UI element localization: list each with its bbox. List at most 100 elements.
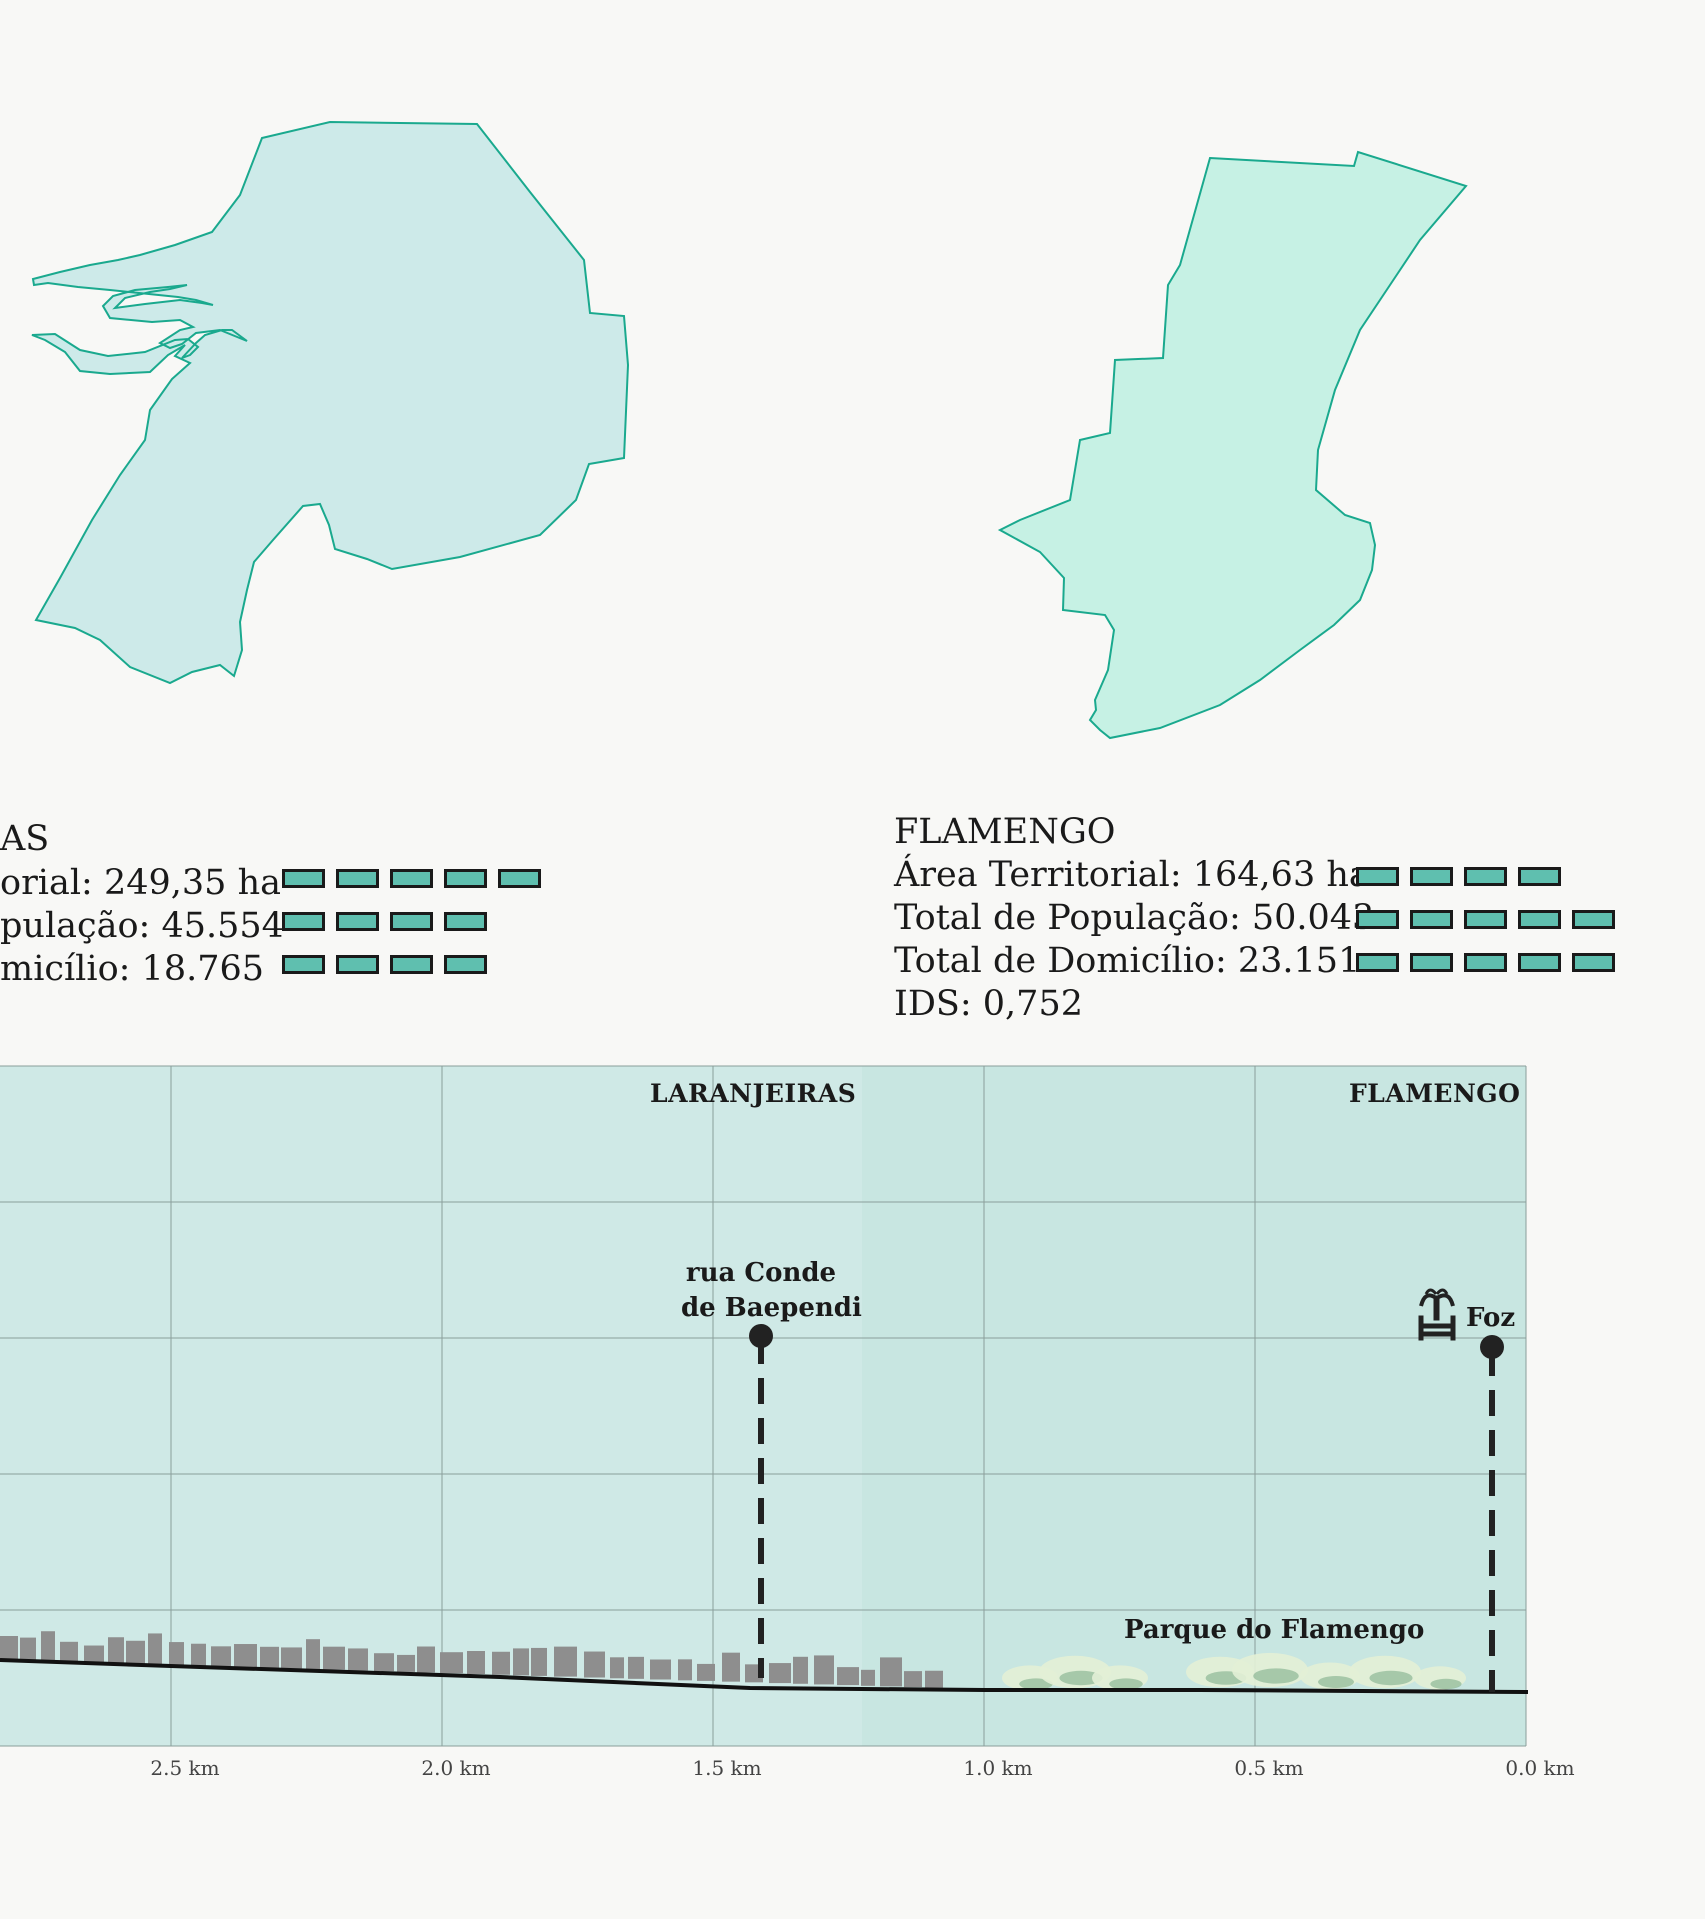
indicator-block xyxy=(1464,953,1507,972)
building xyxy=(20,1637,36,1661)
indicator-block xyxy=(1410,910,1453,929)
indicator-block xyxy=(390,912,433,931)
building xyxy=(169,1642,184,1666)
building xyxy=(108,1637,124,1664)
building xyxy=(793,1656,808,1684)
building xyxy=(374,1653,394,1672)
building xyxy=(650,1659,671,1680)
marker-label-line2: de Baependi xyxy=(681,1293,862,1324)
tree-shadow xyxy=(1430,1678,1462,1690)
flamengo-title: FLAMENGO xyxy=(894,812,1116,852)
tree-shadow xyxy=(1318,1676,1354,1688)
indicator-block xyxy=(444,869,487,888)
indicator-block xyxy=(1356,953,1399,972)
chart-grid xyxy=(0,1065,1527,1747)
building xyxy=(628,1656,644,1679)
marker-label-conde-baependi: rua Conde de Baependi xyxy=(681,1256,862,1326)
x-tick-label: 0.5 km xyxy=(1234,1756,1304,1780)
park-vegetation xyxy=(1002,1652,1466,1691)
indicator-block xyxy=(282,955,325,974)
marker-label-foz: Foz xyxy=(1466,1303,1516,1333)
flamengo-households-blocks xyxy=(1356,953,1615,972)
building xyxy=(281,1647,302,1669)
building xyxy=(126,1640,145,1664)
elevation-profile-chart xyxy=(0,1065,1529,1747)
laranjeiras-population-blocks xyxy=(282,912,487,931)
laranjeiras-area: orial: 249,35 ha xyxy=(0,863,281,903)
flamengo-population: Total de População: 50.043 xyxy=(894,898,1375,938)
tree-shadow xyxy=(1369,1670,1413,1686)
tree-shadow xyxy=(1109,1678,1143,1690)
x-tick-label: 1.5 km xyxy=(692,1756,762,1780)
laranjeiras-households-blocks xyxy=(282,955,487,974)
flamengo-area: Área Territorial: 164,63 ha xyxy=(894,855,1370,895)
indicator-block xyxy=(390,955,433,974)
flamengo-population-blocks xyxy=(1356,910,1615,929)
x-tick-label: 2.0 km xyxy=(421,1756,491,1780)
x-tick-label: 1.0 km xyxy=(963,1756,1033,1780)
neighborhood-maps xyxy=(31,120,1468,740)
building xyxy=(880,1657,902,1687)
indicator-block xyxy=(336,955,379,974)
flamengo-ids: IDS: 0,752 xyxy=(894,984,1083,1024)
flamengo-zone-background xyxy=(862,1066,1526,1746)
building xyxy=(610,1657,624,1679)
x-tick-label: 0.0 km xyxy=(1505,1756,1575,1780)
marker-label-line1: rua Conde xyxy=(685,1258,837,1288)
x-tick-label: 2.5 km xyxy=(150,1756,220,1780)
annotation-parque-do-flamengo: Parque do Flamengo xyxy=(1124,1615,1425,1645)
indicator-block xyxy=(282,869,325,888)
indicator-block xyxy=(1464,910,1507,929)
tree-shadow xyxy=(1059,1670,1103,1686)
indicator-block xyxy=(444,912,487,931)
tree-shadow xyxy=(1253,1668,1299,1684)
building xyxy=(678,1659,692,1681)
building xyxy=(306,1639,320,1670)
indicator-block xyxy=(1464,867,1507,886)
region-label-laranjeiras: LARANJEIRAS xyxy=(650,1079,857,1108)
indicator-block xyxy=(1410,953,1453,972)
ground-profile-line xyxy=(0,1658,1529,1694)
building xyxy=(440,1652,463,1674)
laranjeiras-title: AS xyxy=(0,819,50,859)
building xyxy=(722,1652,740,1682)
building xyxy=(60,1641,78,1662)
building xyxy=(397,1654,415,1672)
building xyxy=(191,1643,206,1666)
building xyxy=(584,1651,605,1678)
indicator-block xyxy=(1572,910,1615,929)
flamengo-households: Total de Domicílio: 23.151 xyxy=(894,941,1361,981)
building xyxy=(861,1669,875,1686)
laranjeiras-households: micílio: 18.765 xyxy=(0,949,265,989)
indicator-block xyxy=(1356,867,1399,886)
building xyxy=(814,1655,834,1685)
tree-shadow xyxy=(1019,1678,1053,1690)
indicator-block xyxy=(1410,867,1453,886)
indicator-block xyxy=(336,912,379,931)
indicator-block xyxy=(444,955,487,974)
building xyxy=(41,1631,55,1662)
region-label-flamengo: FLAMENGO xyxy=(1349,1079,1521,1108)
building xyxy=(513,1648,529,1676)
indicator-block xyxy=(1518,910,1561,929)
building xyxy=(234,1644,257,1668)
building xyxy=(148,1633,162,1665)
building xyxy=(531,1647,547,1676)
flamengo-shape xyxy=(997,150,1468,740)
building xyxy=(260,1646,279,1668)
indicator-block xyxy=(498,869,541,888)
indicator-block xyxy=(282,912,325,931)
flamengo-area-blocks xyxy=(1356,867,1561,886)
indicator-block xyxy=(1518,953,1561,972)
building xyxy=(0,1636,18,1660)
indicator-block xyxy=(1572,953,1615,972)
indicator-block xyxy=(1356,910,1399,929)
building xyxy=(554,1646,577,1677)
building xyxy=(348,1648,368,1671)
building xyxy=(84,1645,104,1663)
laranjeiras-area-blocks xyxy=(282,869,541,888)
marker-conde-baependi-dot xyxy=(749,1324,773,1348)
laranjeiras-population: pulação: 45.554 xyxy=(0,906,284,946)
indicator-block xyxy=(390,869,433,888)
building xyxy=(837,1667,859,1686)
